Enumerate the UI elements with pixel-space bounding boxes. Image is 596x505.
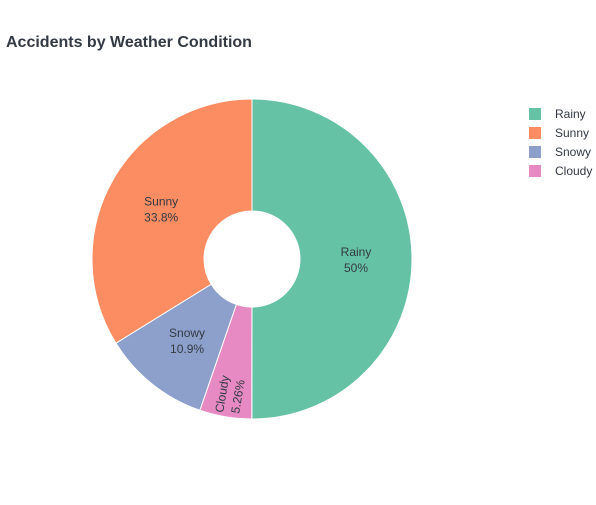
legend-swatch: [529, 108, 541, 120]
legend-item-snowy[interactable]: Snowy: [529, 145, 591, 159]
legend-item-sunny[interactable]: Sunny: [529, 126, 589, 140]
legend-item-rainy[interactable]: Rainy: [529, 107, 586, 121]
chart-title: Accidents by Weather Condition: [6, 34, 252, 51]
slice-snowy[interactable]: [115, 283, 237, 411]
legend-item-cloudy[interactable]: Cloudy: [529, 164, 592, 178]
legend-label: Sunny: [555, 126, 589, 140]
slice-label-name: Rainy: [341, 245, 372, 259]
slice-label-percent: 10.9%: [170, 342, 204, 356]
legend-swatch: [529, 146, 541, 158]
slice-label-name: Snowy: [169, 326, 205, 340]
legend-label: Rainy: [555, 107, 586, 121]
slice-sunny[interactable]: [91, 98, 253, 344]
slice-label-percent: 50%: [344, 261, 368, 275]
slice-label-sunny: Sunny 33.8%: [144, 194, 178, 224]
slice-label-name: Sunny: [144, 194, 178, 208]
slice-label-snowy: Snowy 10.9%: [169, 326, 205, 356]
legend-swatch: [529, 127, 541, 139]
legend-label: Cloudy: [555, 164, 592, 178]
slice-label-rainy: Rainy 50%: [341, 245, 372, 275]
slice-label-percent: 5.26%: [228, 378, 248, 414]
slices-layer: [91, 98, 413, 420]
slice-rainy[interactable]: [251, 98, 413, 420]
slice-label-name: Cloudy: [212, 374, 232, 413]
legend-label: Snowy: [555, 145, 591, 159]
slice-label-percent: 33.8%: [144, 210, 178, 224]
legend: Rainy Sunny Snowy Cloudy: [529, 107, 592, 178]
legend-swatch: [529, 165, 541, 177]
